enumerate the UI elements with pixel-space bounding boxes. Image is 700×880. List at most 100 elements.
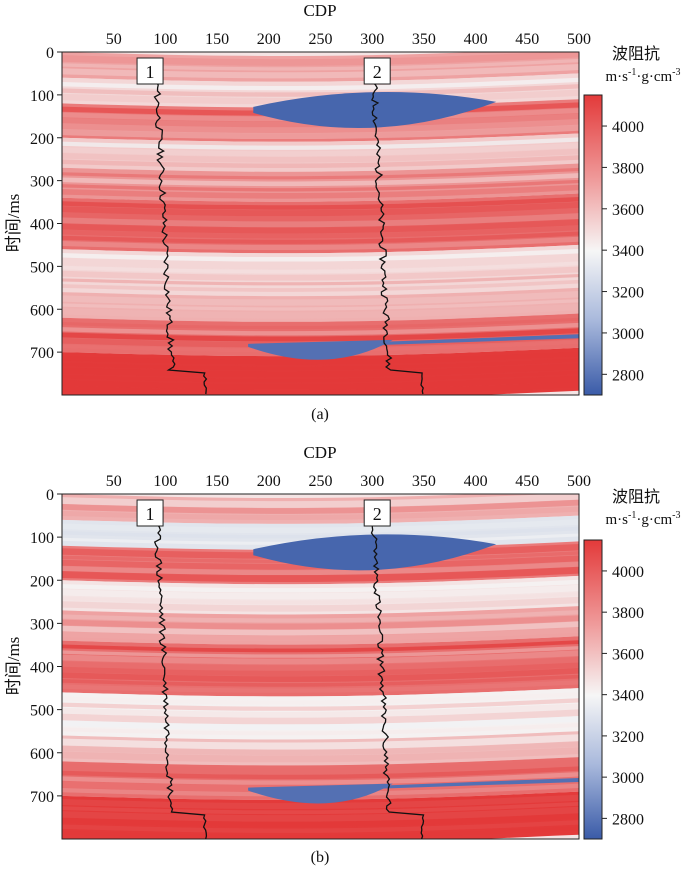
layer-stripe <box>62 207 579 222</box>
colorbar-tick-label: 3600 <box>612 202 644 219</box>
colorbar-tick-label: 3400 <box>612 243 644 260</box>
colorbar-tick-label: 3400 <box>612 688 644 705</box>
layer-stripe <box>62 317 579 330</box>
x-tick-label: 500 <box>567 31 591 48</box>
low-impedance-body <box>248 339 393 360</box>
layer-stripe <box>62 118 579 134</box>
layer-stripe <box>62 231 579 244</box>
layer-stripe <box>62 253 579 269</box>
layer-stripe <box>62 561 579 576</box>
colorbar-tick-labels: 2800 3000 3200 3400 3600 3800 4000 <box>602 119 644 384</box>
layer-stripe <box>62 820 579 833</box>
layer-stripe <box>62 680 579 693</box>
layer-stripe <box>62 236 579 251</box>
layer-stripe <box>62 351 579 365</box>
colorbar-unit: m·s-1·g·cm-3 <box>605 67 680 85</box>
layer-stripe <box>62 213 579 228</box>
layer-stripe <box>62 173 579 187</box>
layer-stripe <box>62 667 579 682</box>
layer-stripe <box>62 358 579 371</box>
well-label: 2 <box>373 504 382 524</box>
layer-stripe <box>62 723 579 736</box>
y-tick-labels: 0 100 200 300 400 500 600 700 <box>30 45 62 362</box>
y-tick-label: 0 <box>46 45 54 62</box>
layer-stripe <box>62 137 579 150</box>
layer-stripe <box>62 196 579 210</box>
low-impedance-body <box>248 783 393 804</box>
x-tick-label: 400 <box>464 473 488 490</box>
layer-stripe <box>62 167 579 180</box>
x-tick-label: 300 <box>360 31 384 48</box>
layer-stripe <box>62 772 579 785</box>
layer-stripe <box>62 747 579 763</box>
well-label-box <box>136 499 164 527</box>
colorbar <box>583 94 603 396</box>
layer-stripe <box>62 328 579 342</box>
colorbar-tick-label: 3000 <box>612 326 644 343</box>
layer-stripe <box>62 662 579 677</box>
colorbar-tick-label: 3200 <box>612 729 644 746</box>
colorbar-tick-label: 3000 <box>612 770 644 787</box>
x-axis-title: CDP <box>303 1 336 20</box>
well-label: 1 <box>146 62 155 82</box>
layer-stripe <box>62 716 579 731</box>
x-tick-label: 50 <box>106 31 122 48</box>
layer-stripe <box>62 610 579 623</box>
y-tick-label: 300 <box>30 174 54 191</box>
y-tick-label: 600 <box>30 302 54 319</box>
x-tick-label: 500 <box>567 473 591 490</box>
layer-stripe <box>62 184 579 199</box>
plot-frame <box>61 493 580 840</box>
colorbar-title: 波阻抗 <box>612 45 660 63</box>
y-tick-label: 500 <box>30 259 54 276</box>
layer-stripe <box>62 646 579 658</box>
impedance-section <box>62 494 579 839</box>
layer-stripe <box>62 526 579 539</box>
layer-stripe <box>62 596 579 612</box>
layer-stripe <box>62 674 579 687</box>
y-axis-title: 时间/ms <box>4 194 23 253</box>
x-tick-labels: 50 100 150 200 250 300 350 400 450 500 <box>106 473 591 499</box>
y-tick-label: 200 <box>30 573 54 590</box>
layer-stripe <box>62 741 579 756</box>
layer-stripe <box>62 656 579 671</box>
layer-stripe <box>62 84 579 97</box>
x-tick-label: 250 <box>309 31 333 48</box>
layer-stripe <box>62 584 579 600</box>
layer-stripe <box>62 322 579 336</box>
x-tick-label: 300 <box>360 473 384 490</box>
panel-a: CDP 50 100 150 200 250 300 350 400 450 500 时间/ms … <box>4 1 681 423</box>
layer-stripe <box>62 813 579 827</box>
low-impedance-body <box>253 92 497 129</box>
y-tick-label: 0 <box>46 487 54 504</box>
layer-stripe <box>62 640 579 653</box>
y-axis-title: 时间/ms <box>4 637 23 696</box>
y-tick-label: 500 <box>30 703 54 720</box>
layer-stripe <box>62 566 579 582</box>
layer-stripe <box>62 615 579 630</box>
x-tick-label: 150 <box>205 31 229 48</box>
colorbar-tick-label: 4000 <box>612 119 644 136</box>
layer-stripe <box>62 806 579 822</box>
colorbar-tick-label: 3800 <box>612 605 644 622</box>
layer-stripe <box>62 627 579 642</box>
x-tick-label: 250 <box>309 473 333 490</box>
y-tick-label: 200 <box>30 131 54 148</box>
layer-stripe <box>62 375 579 390</box>
layer-stripe <box>62 218 579 234</box>
y-tick-label: 700 <box>30 345 54 362</box>
x-axis-title: CDP <box>303 443 336 462</box>
x-tick-label: 350 <box>412 473 436 490</box>
x-tick-label: 100 <box>153 473 177 490</box>
low-impedance-body <box>372 777 579 789</box>
layer-stripe <box>62 225 579 239</box>
x-tick-label: 50 <box>106 473 122 490</box>
y-tick-label: 400 <box>30 660 54 677</box>
layer-stripe <box>62 592 579 604</box>
layer-stripe <box>62 261 579 274</box>
x-tick-label: 400 <box>464 31 488 48</box>
y-tick-label: 700 <box>30 789 54 806</box>
